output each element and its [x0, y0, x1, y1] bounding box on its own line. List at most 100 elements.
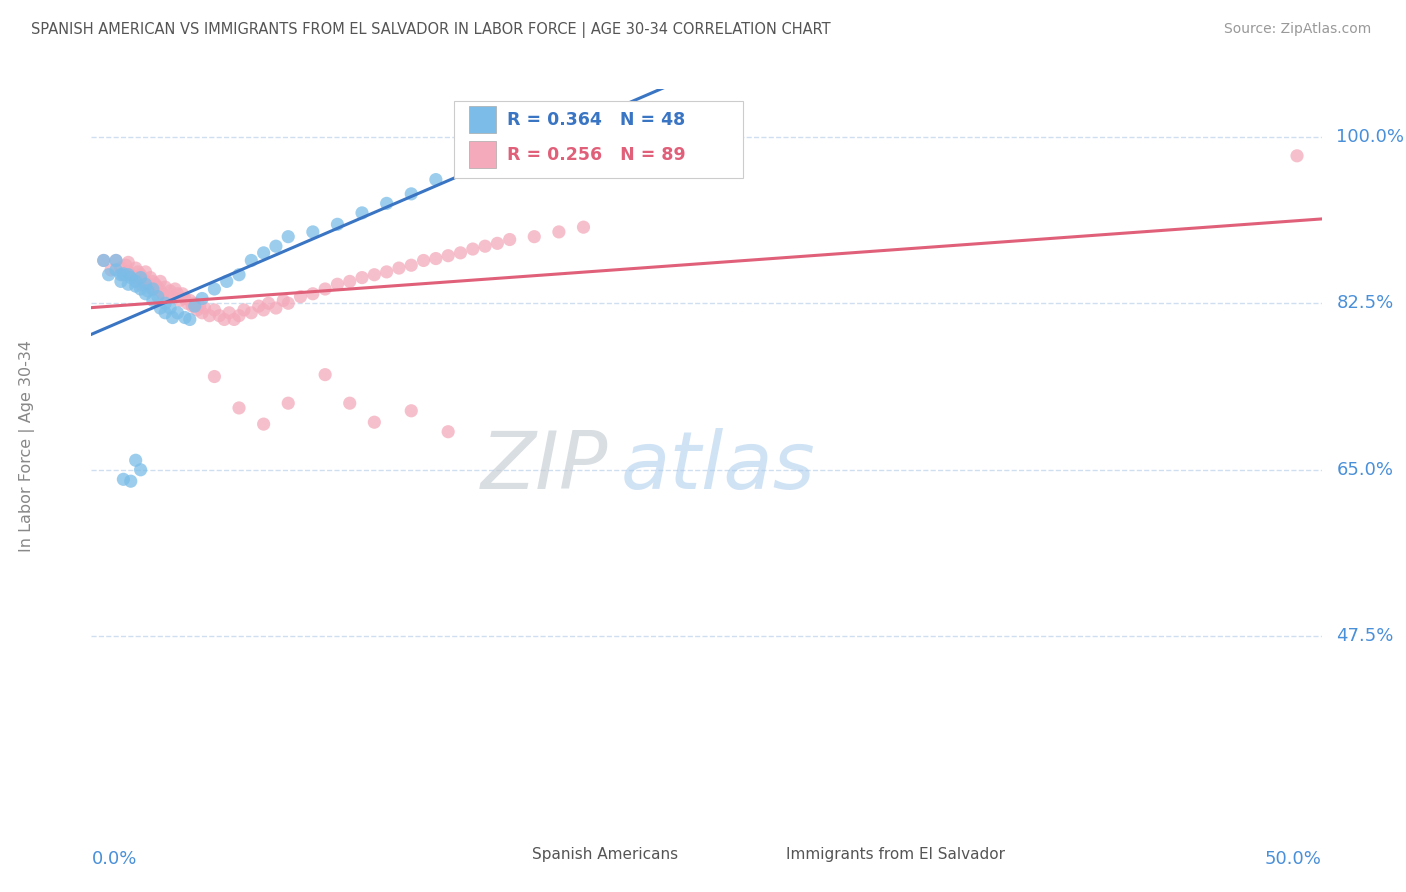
Point [212, 312, 235, 326]
Point [240, 253, 263, 268]
Point [124, 261, 146, 276]
Point [105, 253, 127, 268]
Point [105, 253, 127, 268]
FancyBboxPatch shape [470, 141, 496, 169]
Point [135, 286, 156, 301]
Point [425, 252, 447, 266]
Point [352, 206, 374, 220]
Point [135, 274, 156, 288]
Point [547, 225, 569, 239]
Text: SPANISH AMERICAN VS IMMIGRANTS FROM EL SALVADOR IN LABOR FORCE | AGE 30-34 CORRE: SPANISH AMERICAN VS IMMIGRANTS FROM EL S… [31, 22, 831, 38]
Point [129, 268, 152, 282]
Point [228, 268, 250, 282]
Point [100, 263, 122, 277]
Point [399, 404, 422, 418]
Point [153, 290, 177, 304]
Point [188, 299, 211, 313]
FancyBboxPatch shape [470, 106, 496, 134]
Point [127, 265, 149, 279]
Point [169, 293, 191, 308]
Point [326, 217, 349, 231]
Point [149, 301, 172, 315]
Point [129, 282, 152, 296]
Point [146, 290, 169, 304]
Point [112, 472, 135, 486]
Text: 65.0%: 65.0% [1336, 461, 1393, 479]
Point [277, 296, 299, 310]
Point [449, 245, 471, 260]
Point [129, 270, 152, 285]
Point [124, 270, 146, 285]
Point [461, 242, 484, 256]
Text: ZIP: ZIP [481, 428, 607, 507]
Point [135, 277, 156, 292]
Text: R = 0.364   N = 48: R = 0.364 N = 48 [508, 111, 686, 128]
Point [202, 369, 225, 384]
Point [191, 306, 214, 320]
FancyBboxPatch shape [454, 102, 744, 178]
Point [271, 293, 295, 308]
Point [253, 245, 276, 260]
Point [166, 286, 188, 301]
Point [437, 249, 460, 263]
Point [142, 282, 165, 296]
Point [124, 453, 146, 467]
Point [120, 474, 142, 488]
Text: Source: ZipAtlas.com: Source: ZipAtlas.com [1223, 22, 1371, 37]
Point [399, 258, 422, 272]
FancyBboxPatch shape [495, 843, 522, 865]
Text: 0.0%: 0.0% [91, 850, 136, 869]
Point [208, 309, 231, 323]
Point [145, 277, 166, 292]
Point [162, 310, 184, 325]
Point [129, 277, 152, 292]
Point [388, 261, 411, 276]
Point [146, 280, 169, 294]
Point [253, 417, 276, 431]
Point [215, 274, 238, 288]
Point [159, 301, 181, 315]
Point [228, 401, 250, 415]
Point [498, 233, 520, 247]
Point [264, 239, 287, 253]
Text: In Labor Force | Age 30-34: In Labor Force | Age 30-34 [20, 340, 35, 552]
Point [93, 253, 115, 268]
Point [572, 220, 595, 235]
Point [176, 296, 198, 310]
Point [179, 293, 201, 308]
Point [412, 253, 434, 268]
Point [425, 172, 447, 186]
Point [149, 284, 172, 298]
Point [523, 229, 546, 244]
Point [301, 286, 323, 301]
Point [301, 225, 323, 239]
Point [1285, 149, 1308, 163]
Point [253, 302, 276, 317]
Point [142, 293, 165, 308]
Point [179, 312, 201, 326]
Point [191, 292, 214, 306]
Point [163, 282, 186, 296]
Point [232, 302, 256, 317]
Text: 100.0%: 100.0% [1336, 128, 1405, 145]
Point [339, 396, 361, 410]
Point [474, 153, 496, 168]
Point [153, 296, 177, 310]
Point [139, 270, 162, 285]
Text: Immigrants from El Salvador: Immigrants from El Salvador [786, 847, 1005, 862]
Point [486, 236, 509, 251]
Point [153, 306, 177, 320]
Point [142, 282, 165, 296]
Text: 50.0%: 50.0% [1265, 850, 1322, 869]
FancyBboxPatch shape [749, 843, 776, 865]
Point [152, 286, 174, 301]
Point [352, 270, 374, 285]
Point [399, 186, 422, 201]
Point [277, 229, 299, 244]
Point [375, 265, 398, 279]
Point [174, 310, 197, 325]
Point [437, 425, 460, 439]
Point [202, 302, 225, 317]
Point [277, 396, 299, 410]
Point [114, 258, 138, 272]
